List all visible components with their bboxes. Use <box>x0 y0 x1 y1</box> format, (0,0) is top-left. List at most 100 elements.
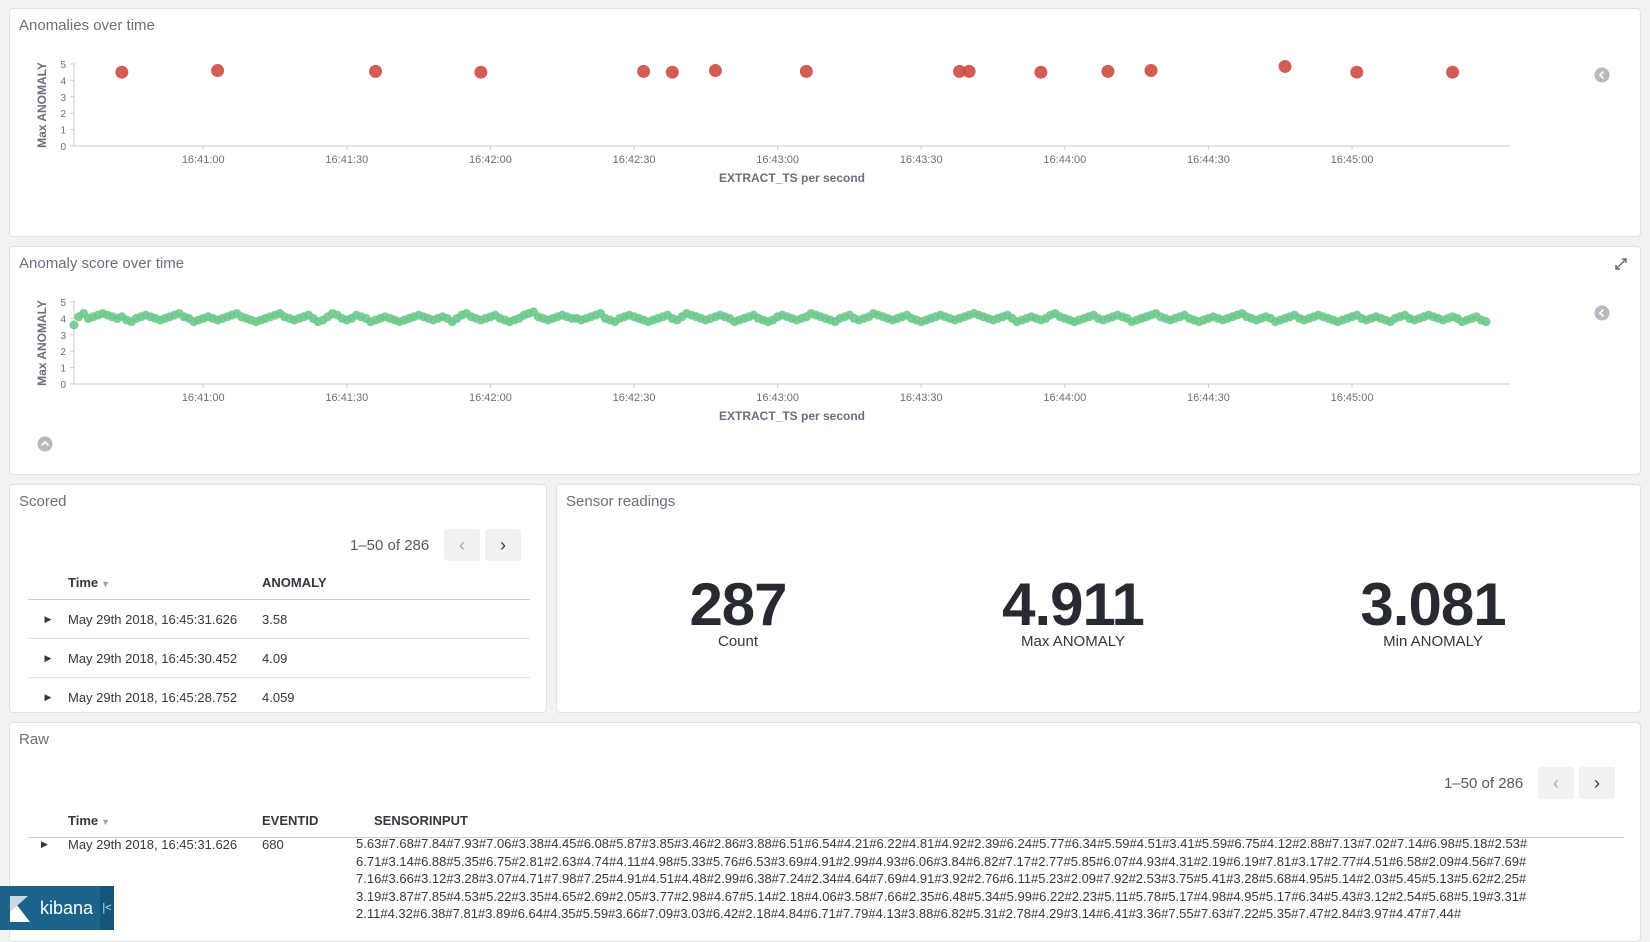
x-tick-label: 16:43:30 <box>900 392 943 404</box>
x-tick-label: 16:45:00 <box>1331 154 1374 166</box>
raw-table-header: Time ▼ EVENTID SENSORINPUT <box>28 803 1624 838</box>
y-tick-label: 1 <box>60 364 66 375</box>
cell-anomaly: 3.58 <box>262 599 530 639</box>
data-point <box>1101 64 1115 78</box>
next-page-button[interactable]: › <box>485 529 521 561</box>
y-tick-label: 3 <box>60 331 66 342</box>
cell-time: May 29th 2018, 16:45:28.752 <box>68 677 262 712</box>
data-point <box>962 64 976 78</box>
data-point <box>369 64 383 78</box>
cell-time: May 29th 2018, 16:45:30.452 <box>68 638 262 678</box>
x-tick-label: 16:43:00 <box>756 392 799 404</box>
panel-title: Anomalies over time <box>19 17 155 34</box>
expand-column-header <box>28 803 68 838</box>
column-header-sensorinput[interactable]: SENSORINPUT <box>374 803 1624 838</box>
anomaly-score-over-time-chart: 0 1 2 3 4 5 16:41:00 16:41:30 16:42:00 16:42:30 16… <box>35 298 1510 423</box>
x-tick-label: 16:44:00 <box>1043 392 1086 404</box>
x-axis-label: EXTRACT_TS per second <box>719 409 865 423</box>
chevron-right-icon: › <box>500 534 506 555</box>
kibana-logo-text: kibana <box>40 897 94 918</box>
y-tick-label: 3 <box>60 93 66 104</box>
cell-time: May 29th 2018, 16:45:31.626 <box>68 599 262 639</box>
x-tick-label: 16:41:30 <box>325 392 368 404</box>
data-point <box>799 64 813 78</box>
y-tick-label: 1 <box>60 126 66 137</box>
sort-descending-icon[interactable]: ▼ <box>101 816 111 827</box>
table-header-row: Time ▼ ANOMALY <box>28 565 530 600</box>
previous-page-button[interactable]: ‹ <box>444 529 480 561</box>
metric-value: 3.081 <box>1360 571 1506 638</box>
sensor-readings-panel: Sensor readings 287 Count 4.911 Max ANOM… <box>556 484 1641 713</box>
x-tick-label: 16:44:30 <box>1187 154 1230 166</box>
expand-row-icon[interactable]: ▶ <box>28 599 68 639</box>
expand-column-header <box>28 565 68 600</box>
x-tick-label: 16:41:00 <box>182 392 225 404</box>
next-page-button[interactable]: › <box>1579 767 1615 799</box>
table-row: ▶ May 29th 2018, 16:45:30.452 4.09 <box>28 638 530 678</box>
cell-eventid: 680 <box>262 837 284 852</box>
cell-anomaly: 4.09 <box>262 638 530 678</box>
x-tick-label: 16:42:30 <box>613 392 656 404</box>
chevron-up-circle-icon <box>37 436 53 452</box>
legend-toggle-icon[interactable] <box>1594 305 1610 326</box>
cell-sensorinput: 5.63#7.68#7.84#7.93#7.06#3.38#4.45#6.08#… <box>356 836 1528 922</box>
column-header-time[interactable]: Time ▼ <box>68 565 262 600</box>
table-header-row: Time ▼ EVENTID SENSORINPUT <box>28 803 1624 838</box>
expand-icon[interactable] <box>1614 257 1628 276</box>
kibana-logo-badge[interactable]: kibana |< <box>0 886 114 930</box>
expand-row-icon[interactable]: ▶ <box>28 638 68 678</box>
data-point <box>1278 59 1292 73</box>
column-header-anomaly[interactable]: ANOMALY <box>262 565 530 600</box>
chevron-right-icon: › <box>1594 772 1600 793</box>
anomalies-over-time-chart: 0 1 2 3 4 5 16:41:00 16:41:30 16:42:00 16:42:30 16… <box>35 59 1510 185</box>
legend-toggle-icon[interactable] <box>1594 67 1610 88</box>
anomalies-over-time-panel: Anomalies over time 0 1 2 3 4 5 16:41:00 16:41:… <box>9 8 1641 237</box>
data-point <box>665 65 679 79</box>
x-tick-label: 16:42:00 <box>469 392 512 404</box>
data-point <box>1350 65 1364 79</box>
metric-value: 4.911 <box>1002 571 1145 638</box>
metric-label: Max ANOMALY <box>1021 633 1125 650</box>
scored-panel: Scored 1–50 of 286 ‹ › Time ▼ ANOMALY ▶ M… <box>9 484 547 713</box>
data-point <box>953 64 967 78</box>
y-tick-label: 2 <box>60 109 66 120</box>
data-point <box>474 65 488 79</box>
y-axis-label: Max ANOMALY <box>35 62 49 148</box>
y-tick-label: 5 <box>60 298 66 309</box>
x-tick-label: 16:43:00 <box>756 154 799 166</box>
panel-title: Raw <box>19 731 50 748</box>
chevron-left-icon: ‹ <box>1553 772 1559 793</box>
y-tick-label: 0 <box>60 142 66 153</box>
metric-min-anomaly: 3.081 Min ANOMALY <box>1283 571 1583 650</box>
data-point <box>1481 317 1491 327</box>
collapse-toggle-icon[interactable] <box>37 436 53 457</box>
metric-count: 287 Count <box>588 575 888 650</box>
chevron-left-circle-icon <box>1594 67 1610 83</box>
data-point <box>637 64 651 78</box>
panel-title: Anomaly score over time <box>19 255 185 272</box>
x-tick-label: 16:41:00 <box>182 154 225 166</box>
column-header-time[interactable]: Time ▼ <box>68 803 262 838</box>
previous-page-button[interactable]: ‹ <box>1538 767 1574 799</box>
cell-time: May 29th 2018, 16:45:31.626 <box>68 837 238 852</box>
x-axis-label: EXTRACT_TS per second <box>719 171 865 185</box>
y-tick-label: 4 <box>60 76 66 87</box>
sort-descending-icon[interactable]: ▼ <box>101 578 111 589</box>
x-tick-label: 16:42:30 <box>613 154 656 166</box>
x-tick-label: 16:42:00 <box>469 154 512 166</box>
panel-title: Sensor readings <box>566 493 676 510</box>
cell-anomaly: 4.059 <box>262 677 530 712</box>
data-point <box>708 64 722 78</box>
expand-row-icon[interactable]: ▶ <box>41 839 48 849</box>
data-point <box>115 65 129 79</box>
x-tick-label: 16:44:00 <box>1043 154 1086 166</box>
data-point <box>1446 65 1460 79</box>
data-point <box>211 64 225 78</box>
column-header-eventid[interactable]: EVENTID <box>262 803 374 838</box>
expand-row-icon[interactable]: ▶ <box>28 677 68 712</box>
expand-arrows-icon <box>1615 258 1627 270</box>
collapse-sidebar-icon[interactable]: |< <box>100 886 114 930</box>
metric-max-anomaly: 4.911 Max ANOMALY <box>923 571 1223 650</box>
x-tick-label: 16:44:30 <box>1187 392 1230 404</box>
x-tick-label: 16:45:00 <box>1331 392 1374 404</box>
